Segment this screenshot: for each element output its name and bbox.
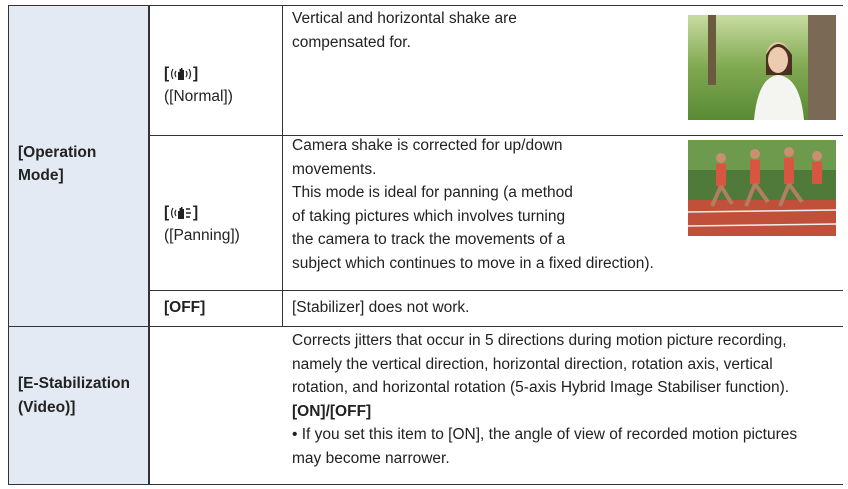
label-column [8, 5, 148, 484]
bracket: [ [164, 204, 170, 221]
border [8, 5, 843, 6]
text-line: of taking pictures which involves turnin… [292, 207, 566, 225]
text-line: [ON]/[OFF] [292, 402, 372, 420]
text-line: namely the vertical direction, horizonta… [292, 355, 773, 373]
border [8, 484, 843, 485]
bracket: ] [193, 65, 199, 82]
normal-photo [688, 15, 836, 120]
border [282, 5, 283, 327]
text-line: rotation, and horizontal rotation (5-axi… [292, 379, 790, 397]
setting-label: Mode] [18, 167, 64, 184]
stabilizer-icon [170, 68, 192, 80]
text-line: Corrects jitters that occur in 5 directi… [292, 332, 787, 349]
text-line: subject which continues to move in a fix… [292, 255, 654, 272]
text-line: may become narrower. [292, 450, 450, 467]
option-name: [OFF] [164, 299, 206, 316]
border [8, 5, 9, 485]
text-line: the camera to track the movements of a [292, 231, 566, 249]
border [148, 135, 843, 136]
text-line: • If you set this item to [ON], the angl… [292, 426, 798, 444]
setting-label: [E-Stabilization [18, 375, 130, 392]
text-line: Vertical and horizontal shake are [292, 10, 517, 27]
text-line: This mode is ideal for panning (a method [292, 184, 573, 202]
border [148, 290, 843, 291]
text-line: movements. [292, 160, 377, 178]
bracket: ] [193, 204, 199, 221]
border [8, 326, 843, 327]
panning-photo [688, 140, 836, 236]
option-name: ([Panning]) [164, 227, 240, 244]
bracket: [ [164, 65, 170, 82]
text-line: Camera shake is corrected for up/down [292, 137, 563, 154]
setting-label: (Video)] [18, 399, 76, 416]
option-name: ([Normal]) [164, 88, 233, 105]
setting-label: [Operation [18, 144, 97, 161]
panning-icon [170, 207, 191, 219]
text-line: compensated for. [292, 33, 411, 51]
text-line: [Stabilizer] does not work. [292, 299, 470, 316]
border [148, 5, 150, 485]
